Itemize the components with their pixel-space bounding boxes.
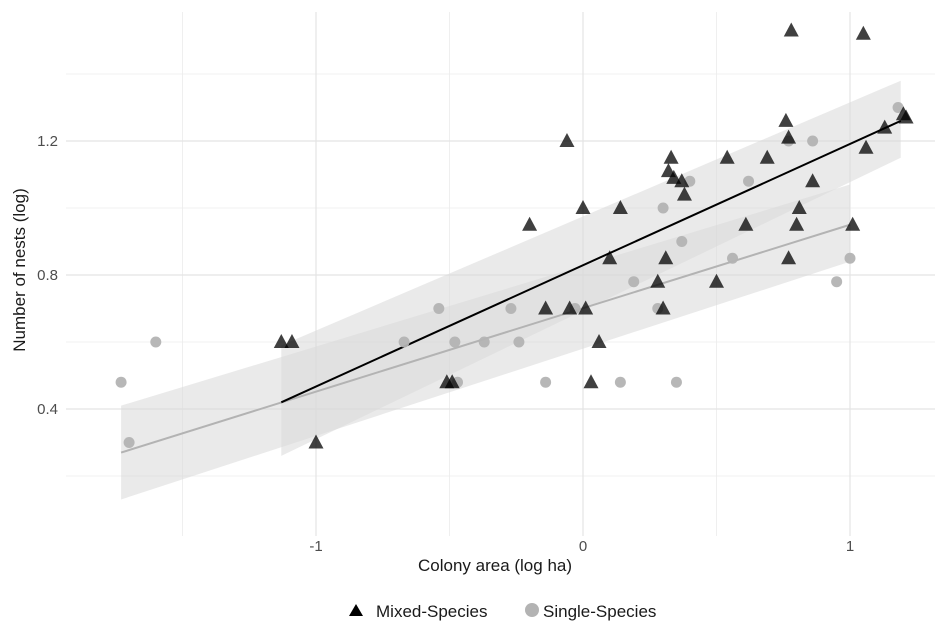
point-mixed-species — [444, 374, 460, 389]
point-single-species — [115, 376, 127, 388]
point-single-species — [478, 336, 490, 348]
point-mixed-species — [781, 129, 797, 144]
legend-triangle-icon — [349, 604, 363, 616]
legend-label-mixed: Mixed-Species — [376, 602, 488, 621]
point-mixed-species — [674, 173, 690, 188]
point-mixed-species — [308, 434, 324, 449]
point-mixed-species — [666, 169, 682, 184]
point-mixed-species — [898, 109, 914, 124]
point-mixed-species — [845, 216, 861, 231]
x-tick-label: -1 — [309, 538, 322, 555]
point-mixed-species — [738, 216, 754, 231]
point-single-species — [123, 437, 135, 448]
point-single-species — [676, 236, 688, 247]
y-tick-label: 1.2 — [37, 133, 58, 150]
point-mixed-species — [273, 334, 289, 348]
point-single-species — [614, 376, 626, 388]
point-single-species — [844, 252, 856, 264]
data-points — [115, 22, 914, 449]
point-mixed-species — [583, 374, 599, 389]
point-mixed-species — [791, 200, 807, 214]
point-mixed-species — [877, 119, 893, 134]
y-tick-label: 0.4 — [37, 401, 58, 418]
point-mixed-species — [719, 149, 735, 164]
point-mixed-species — [783, 22, 799, 37]
y-axis-title: Number of nests (log) — [10, 188, 29, 351]
point-mixed-species — [591, 334, 607, 348]
point-single-species — [433, 303, 445, 314]
point-mixed-species — [805, 173, 821, 188]
point-single-species — [540, 376, 552, 388]
point-mixed-species — [650, 273, 666, 288]
point-single-species — [892, 102, 904, 113]
point-single-species — [670, 376, 682, 388]
point-mixed-species — [655, 300, 671, 315]
point-single-species — [657, 202, 669, 214]
point-mixed-species — [559, 133, 575, 147]
point-mixed-species — [663, 149, 679, 164]
confidence-band-mixed — [281, 80, 901, 456]
point-single-species — [398, 336, 410, 348]
point-single-species — [513, 336, 525, 348]
x-tick-label: 1 — [846, 538, 854, 555]
point-mixed-species — [575, 200, 591, 214]
point-single-species — [449, 336, 461, 348]
point-mixed-species — [284, 334, 300, 348]
point-single-species — [831, 276, 843, 288]
legend-label-single: Single-Species — [543, 602, 656, 621]
x-axis-title: Colony area (log ha) — [418, 556, 572, 575]
point-mixed-species — [602, 250, 618, 265]
point-mixed-species — [789, 216, 805, 231]
fit-line-mixed — [280, 119, 902, 404]
point-single-species — [505, 303, 517, 314]
point-mixed-species — [759, 149, 775, 164]
point-mixed-species — [538, 300, 554, 315]
legend-circle-icon — [525, 603, 539, 617]
point-single-species — [807, 135, 819, 147]
x-tick-label: 0 — [579, 538, 587, 555]
legend: Mixed-Species Single-Species — [349, 602, 656, 621]
point-mixed-species — [658, 250, 674, 265]
point-mixed-species — [612, 200, 628, 214]
point-mixed-species — [858, 139, 874, 154]
point-mixed-species — [522, 216, 538, 231]
point-single-species — [150, 336, 162, 348]
axis-ticks: -1 0 1 0.4 0.8 1.2 — [37, 133, 854, 555]
point-mixed-species — [778, 112, 794, 127]
point-single-species — [743, 175, 755, 187]
point-mixed-species — [781, 250, 797, 265]
point-single-species — [628, 276, 640, 288]
point-mixed-species — [709, 273, 724, 288]
y-tick-label: 0.8 — [37, 267, 58, 284]
point-mixed-species — [562, 300, 578, 315]
point-single-species — [727, 252, 739, 264]
point-mixed-species — [855, 25, 871, 40]
point-mixed-species — [676, 186, 692, 201]
point-mixed-species — [578, 300, 594, 315]
